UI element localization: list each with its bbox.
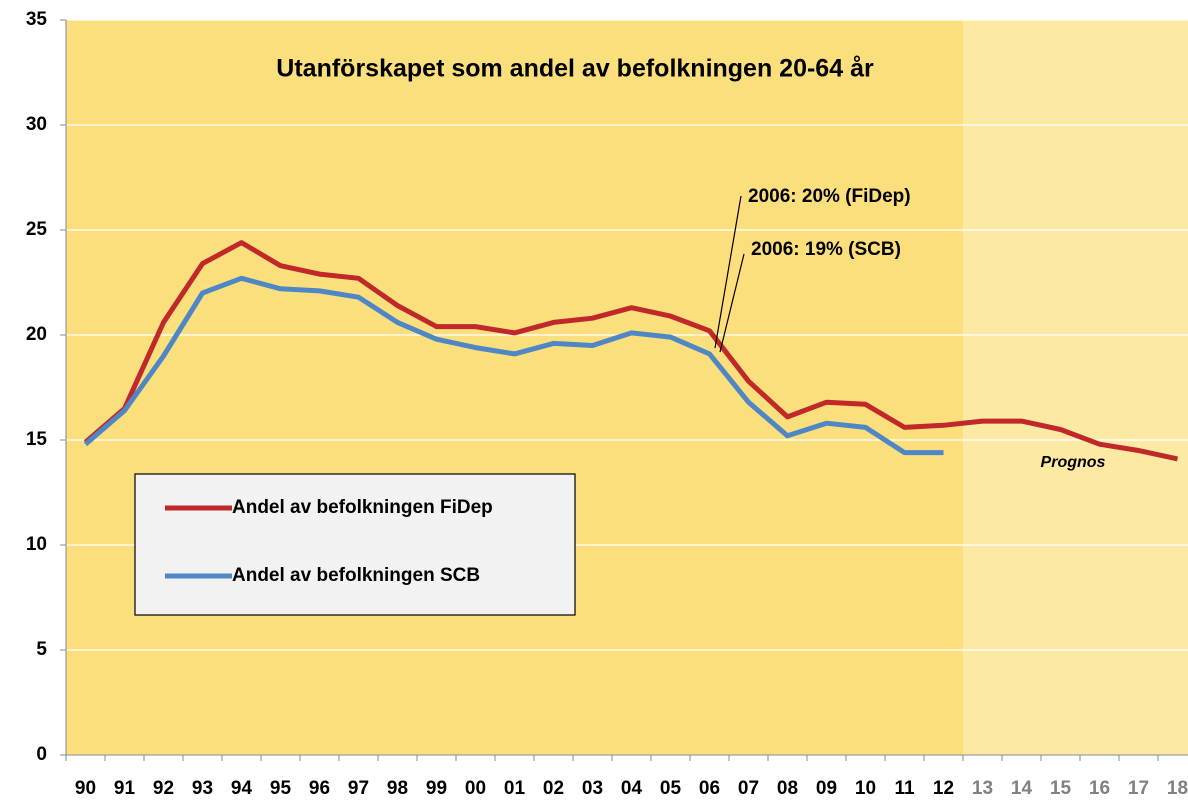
annotation: Prognos <box>1041 454 1106 471</box>
annotation: 2006: 19% (SCB) <box>751 239 901 260</box>
lines <box>83 240 1179 462</box>
x-tick-label: 91 <box>114 778 136 799</box>
x-tick-label: 02 <box>543 778 564 799</box>
forecast-area <box>963 20 1188 755</box>
x-tick-label: 98 <box>387 778 408 799</box>
x-tick-label: 16 <box>1089 778 1110 799</box>
legend-box <box>134 473 576 616</box>
plot-area <box>66 20 963 755</box>
x-tick-label: 00 <box>465 778 486 799</box>
series-line <box>83 275 944 456</box>
y-tick-label: 25 <box>26 219 48 240</box>
x-tick-label: 06 <box>699 778 720 799</box>
x-tick-label: 10 <box>855 778 876 799</box>
y-tick-label: 15 <box>26 429 48 450</box>
y-tick-label: 0 <box>36 744 47 765</box>
x-tick-label: 14 <box>1011 778 1033 799</box>
annotation-line <box>714 195 742 349</box>
x-tick-label: 04 <box>621 778 643 799</box>
x-tick-label: 95 <box>270 778 292 799</box>
x-tick-label: 96 <box>309 778 330 799</box>
x-tick-label: 11 <box>894 778 915 799</box>
y-tick-label: 20 <box>26 324 47 345</box>
legend: Andel av befolkningen FiDep Andel av bef… <box>134 473 576 616</box>
annotation-line <box>719 253 745 353</box>
x-tick-label: 08 <box>777 778 798 799</box>
plot-background <box>66 20 1188 755</box>
x-tick-label: 93 <box>192 778 213 799</box>
x-tick-label: 15 <box>1050 778 1072 799</box>
x-tick-label: 17 <box>1128 778 1149 799</box>
x-tick-label: 05 <box>660 778 682 799</box>
x-tick-label: 09 <box>816 778 837 799</box>
y-tick-label: 35 <box>26 9 48 30</box>
x-tick-label: 13 <box>972 778 993 799</box>
x-tick-label: 94 <box>231 778 253 799</box>
y-tick-label: 10 <box>26 534 47 555</box>
annotation: 2006: 20% (FiDep) <box>748 186 911 207</box>
x-tick-label: 01 <box>504 778 526 799</box>
y-tick-label: 5 <box>36 639 47 660</box>
y-tick-label: 30 <box>26 114 47 135</box>
x-tick-label: 92 <box>153 778 174 799</box>
x-tick-label: 03 <box>582 778 603 799</box>
legend-label: Andel av befolkningen SCB <box>232 565 480 586</box>
series-line <box>83 240 1179 462</box>
x-tick-label: 18 <box>1167 778 1188 799</box>
x-tick-label: 12 <box>933 778 954 799</box>
chart-title: Utanförskapet som andel av befolkningen … <box>276 55 874 83</box>
x-tick-label: 90 <box>75 778 96 799</box>
legend-label: Andel av befolkningen FiDep <box>232 497 493 518</box>
x-tick-label: 97 <box>348 778 369 799</box>
x-tick-label: 07 <box>738 778 759 799</box>
x-tick-label: 99 <box>426 778 447 799</box>
